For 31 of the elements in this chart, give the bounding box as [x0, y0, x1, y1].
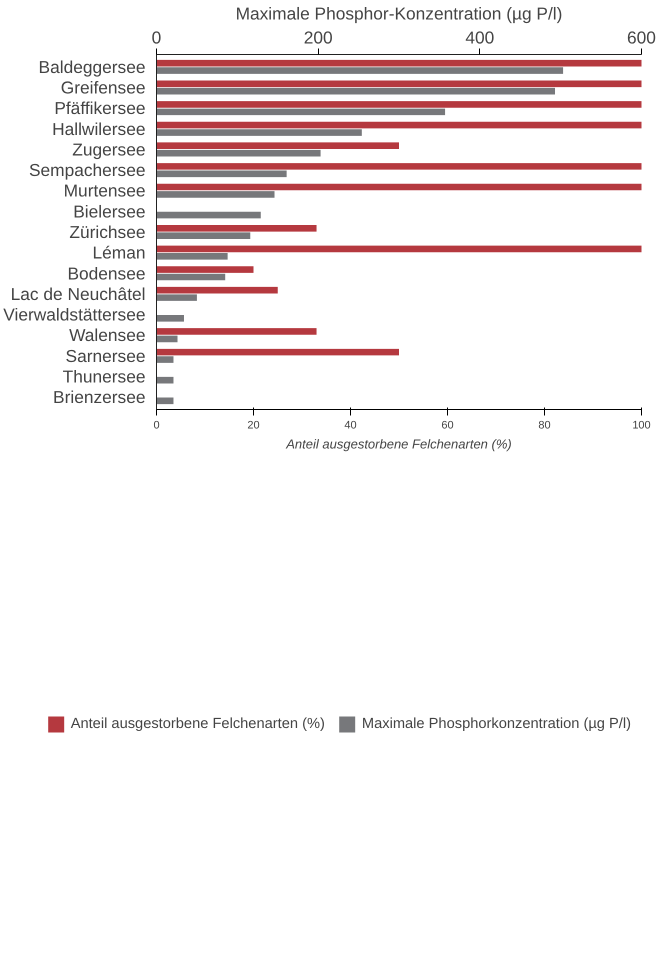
y-tick-label: Walensee [69, 325, 146, 346]
x-tick-label: 100 [632, 420, 651, 432]
y-tick-label: Baldeggersee [38, 56, 146, 77]
x2-tick-label: 400 [465, 28, 494, 48]
x-tick-label: 20 [247, 420, 260, 432]
x-tick-label: 80 [538, 420, 551, 432]
y-tick-label: Hallwilersee [52, 118, 146, 139]
y-tick-label: Zugersee [72, 139, 146, 160]
y-tick-label: Murtensee [64, 180, 146, 201]
x2-tick-label: 200 [304, 28, 333, 48]
x2-tick-label: 0 [152, 28, 162, 48]
y-tick-label: Léman [92, 242, 146, 263]
y-tick-label: Pfäffikersee [54, 98, 146, 118]
y-tick-label: Bielersee [73, 201, 146, 222]
y-tick-label: Greifensee [60, 78, 146, 98]
x2-tick-label: 600 [627, 28, 656, 48]
x-tick-label: 40 [344, 420, 357, 432]
x2-axis-title: Maximale Phosphor-Konzentration (µg P/l) [236, 4, 562, 24]
y-tick-label: Brienzersee [53, 387, 146, 408]
y-tick-label: Bodensee [67, 263, 146, 284]
legend-label: Anteil ausgestorbene Felchenarten (%) [70, 716, 325, 732]
legend-label: Maximale Phosphorkonzentration (µg P/l) [362, 716, 631, 732]
y-tick-label: Sempachersee [28, 160, 146, 180]
x-tick-label: 0 [153, 420, 160, 432]
y-tick-label: Vierwaldstättersee [3, 304, 146, 325]
y-tick-label: Sarnersee [66, 346, 146, 366]
y-tick-label: Lac de Neuchâtel [10, 284, 146, 304]
x-tick-label: 60 [441, 420, 454, 432]
y-tick-label: Thunersee [62, 366, 146, 386]
x-axis-title: Anteil ausgestorbene Felchenarten (%) [285, 436, 512, 452]
y-tick-label: Zürichsee [69, 222, 146, 242]
